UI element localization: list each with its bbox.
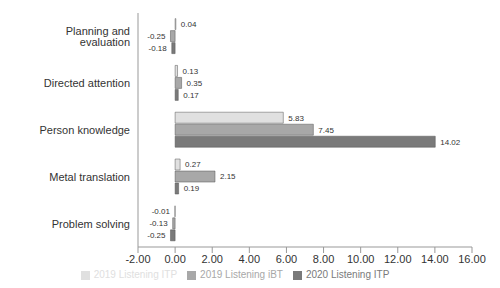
svg-text:Metal translation: Metal translation bbox=[49, 171, 130, 183]
svg-text:7.45: 7.45 bbox=[318, 126, 334, 135]
svg-text:Person knowledge: Person knowledge bbox=[39, 124, 130, 136]
svg-text:-0.25: -0.25 bbox=[147, 231, 166, 240]
svg-text:8.00: 8.00 bbox=[313, 253, 334, 265]
svg-text:-0.25: -0.25 bbox=[147, 32, 166, 41]
html-text:2020 Listening ITP: 2020 Listening ITP bbox=[305, 269, 390, 280]
svg-text:2.15: 2.15 bbox=[220, 172, 236, 181]
svg-text:-0.18: -0.18 bbox=[149, 44, 168, 53]
svg-text:Problem solving: Problem solving bbox=[52, 218, 130, 230]
svg-text:-0.01: -0.01 bbox=[152, 207, 171, 216]
svg-text:2.00: 2.00 bbox=[202, 253, 223, 265]
svg-text:12.00: 12.00 bbox=[384, 253, 412, 265]
svg-text:10.00: 10.00 bbox=[347, 253, 375, 265]
svg-text:16.00: 16.00 bbox=[458, 253, 486, 265]
svg-text:14.00: 14.00 bbox=[421, 253, 449, 265]
html-text:2019 Listening iBT: 2019 Listening iBT bbox=[200, 269, 283, 280]
svg-text:14.02: 14.02 bbox=[440, 138, 461, 147]
svg-text:0.19: 0.19 bbox=[184, 184, 200, 193]
svg-text:5.83: 5.83 bbox=[288, 114, 304, 123]
svg-text:6.00: 6.00 bbox=[276, 253, 297, 265]
svg-text:-0.13: -0.13 bbox=[149, 219, 168, 228]
svg-text:4.00: 4.00 bbox=[239, 253, 260, 265]
svg-text:Planning andevaluation: Planning andevaluation bbox=[66, 25, 130, 48]
svg-text:0.04: 0.04 bbox=[181, 20, 197, 29]
svg-text:-2.00: -2.00 bbox=[125, 253, 150, 265]
svg-text:Directed attention: Directed attention bbox=[44, 77, 130, 89]
svg-text:0.27: 0.27 bbox=[185, 160, 201, 169]
svg-text:0.35: 0.35 bbox=[187, 79, 203, 88]
svg-text:0.00: 0.00 bbox=[164, 253, 185, 265]
html-text:2019 Listening ITP: 2019 Listening ITP bbox=[93, 269, 178, 280]
svg-text:0.13: 0.13 bbox=[183, 67, 199, 76]
svg-text:0.17: 0.17 bbox=[183, 91, 199, 100]
